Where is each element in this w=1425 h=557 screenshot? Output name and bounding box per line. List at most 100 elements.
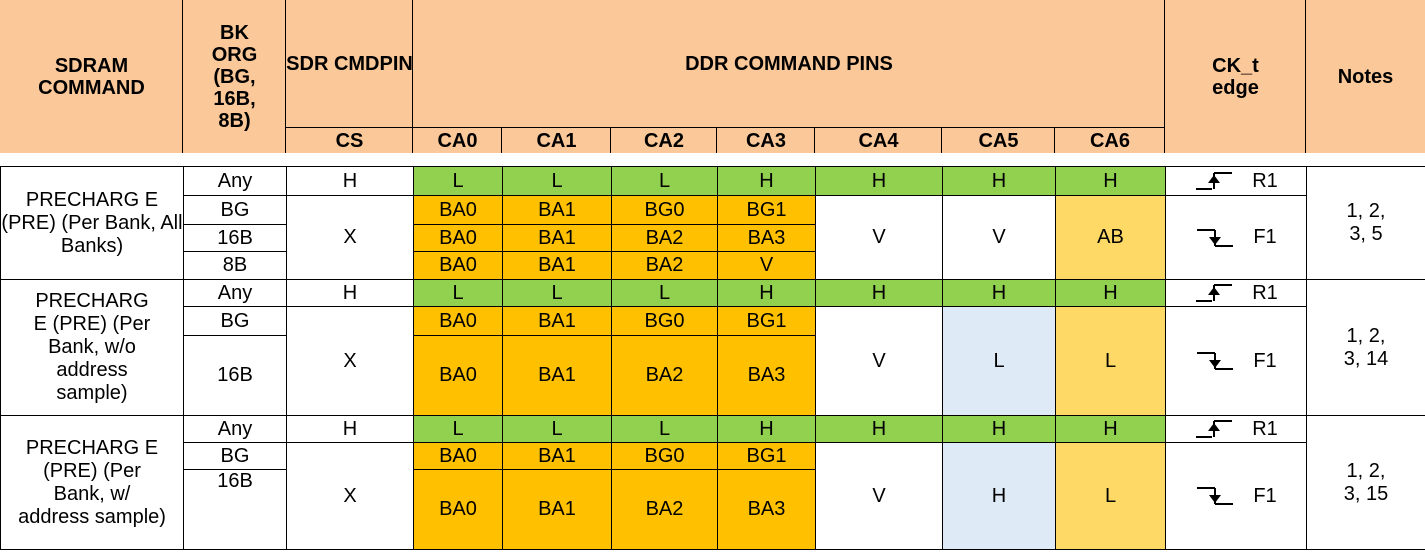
ck-edge-fall-cell: F1 — [1165, 195, 1307, 280]
ca-cell: BA1 — [502, 442, 612, 470]
bk-org-cell: 16B — [183, 335, 287, 416]
ca-cell: H — [942, 442, 1056, 550]
ca-cell: L — [611, 415, 718, 443]
edge-label: F1 — [1253, 484, 1277, 507]
cs-cell: X — [286, 195, 414, 280]
header-ca5: CA5 — [978, 129, 1019, 152]
header-ca0: CA0 — [437, 129, 478, 152]
edge-label: R1 — [1252, 417, 1278, 440]
ca-cell: BG0 — [611, 306, 718, 336]
ca-cell: V — [717, 251, 816, 280]
bk-org-cell: Any — [183, 166, 287, 196]
ca-cell: H — [717, 415, 816, 443]
header-ca3: CA3 — [745, 129, 786, 152]
ca-cell: H — [942, 415, 1056, 443]
table-row: 16B BA0 BA1 BA2 BA3 — [1, 469, 1425, 550]
rising-edge-icon — [1194, 284, 1234, 302]
ca-cell: BG0 — [611, 195, 718, 225]
ca-cell: L — [413, 279, 503, 307]
header-cs: CS — [335, 129, 364, 152]
ca-cell: L — [1055, 442, 1166, 550]
ca-cell: BG1 — [717, 442, 816, 470]
bk-org-cell: 8B — [183, 251, 287, 280]
bk-org-cell: BG — [183, 195, 287, 225]
table-row: BG X BA0 BA1 BG0 BG1 V V AB F1 — [1, 195, 1425, 280]
cs-cell: X — [286, 442, 414, 550]
falling-edge-icon — [1195, 487, 1235, 505]
header-ck-edge: CK_t edge — [1212, 54, 1259, 99]
table-header: SDRAM COMMAND BK ORG (BG, 16B, 8B) SDR C… — [0, 0, 1425, 153]
header-ca6: CA6 — [1089, 129, 1130, 152]
bk-org-cell: Any — [183, 415, 287, 443]
falling-edge-icon — [1195, 228, 1235, 247]
ca-cell: BA0 — [413, 224, 503, 252]
bk-org-cell: BG — [183, 442, 287, 470]
ca-cell: BA1 — [502, 195, 612, 225]
ca-cell: L — [502, 279, 612, 307]
edge-label: R1 — [1252, 169, 1278, 192]
bk-org-cell: Any — [183, 279, 287, 307]
header-ca4: CA4 — [858, 129, 899, 152]
edge-label: F1 — [1253, 349, 1277, 372]
table-row: PRECHARG E (PRE) (Per Bank, All Banks) A… — [0, 166, 1425, 280]
ca-cell: H — [942, 279, 1056, 307]
ca-cell: L — [611, 279, 718, 307]
table-row: 8B BA0 BA1 BA2 V — [1, 251, 1425, 280]
cs-cell: H — [286, 279, 414, 307]
ca-cell: L — [502, 166, 612, 196]
header-sdram-command: SDRAM COMMAND — [38, 54, 145, 99]
ca-cell: H — [815, 279, 943, 307]
ca-cell: BA1 — [502, 251, 612, 280]
ca-cell: BA2 — [611, 335, 718, 416]
ca-cell: H — [942, 166, 1056, 196]
ca-cell: H — [815, 166, 943, 196]
ck-edge-rise-cell: R1 — [1165, 166, 1307, 196]
notes-cell: 1, 2, 3, 5 — [1306, 166, 1425, 280]
ca-cell: L — [413, 415, 503, 443]
rising-edge-icon — [1194, 420, 1234, 438]
ca-cell: BG0 — [611, 442, 718, 470]
ca-cell: BA0 — [413, 469, 503, 550]
ca-cell: L — [1055, 306, 1166, 416]
ca-cell: BA1 — [502, 335, 612, 416]
ca-cell: BA3 — [717, 335, 816, 416]
ca-cell: V — [815, 195, 943, 280]
header-notes: Notes — [1337, 65, 1394, 88]
header-bk-org: BK ORG (BG, 16B, 8B) — [211, 21, 258, 132]
table-row: PRECHARG E (PRE) (Per Bank, w/o address … — [0, 279, 1425, 416]
table-row: 16B BA0 BA1 BA2 BA3 — [1, 224, 1425, 252]
bk-org-cell: 16B — [183, 224, 287, 252]
ca-cell: BA0 — [413, 335, 503, 416]
ca-cell: BA0 — [413, 195, 503, 225]
command-cell: PRECHARG E (PRE) (Per Bank, w/o address … — [0, 279, 184, 416]
ca-cell: BA3 — [717, 469, 816, 550]
header-ca2: CA2 — [643, 129, 684, 152]
ca-cell: BA2 — [611, 469, 718, 550]
ck-edge-rise-cell: R1 — [1165, 279, 1307, 307]
ck-edge-rise-cell: R1 — [1165, 415, 1307, 443]
ca-cell: BA2 — [611, 251, 718, 280]
header-ca1: CA1 — [536, 129, 577, 152]
ck-edge-fall-cell: F1 — [1165, 306, 1307, 416]
falling-edge-icon — [1195, 352, 1235, 370]
ca-cell: H — [1055, 415, 1166, 443]
notes-cell: 1, 2, 3, 15 — [1306, 415, 1425, 550]
ca-cell: L — [502, 415, 612, 443]
command-table: PRECHARG E (PRE) (Per Bank, All Banks) A… — [0, 166, 1425, 550]
edge-label: F1 — [1253, 226, 1277, 248]
ca-cell: BA1 — [502, 224, 612, 252]
ca-cell: BA2 — [611, 224, 718, 252]
ca-cell: BA0 — [413, 306, 503, 336]
ca-cell: BG1 — [717, 195, 816, 225]
ca-cell: L — [611, 166, 718, 196]
ck-edge-fall-cell: F1 — [1165, 442, 1307, 550]
ca-cell: BA0 — [413, 251, 503, 280]
cs-cell: H — [286, 415, 414, 443]
ca-cell: L — [413, 166, 503, 196]
header-sdr-cmdpin: SDR CMDPIN — [286, 53, 413, 75]
ca-cell: H — [1055, 166, 1166, 196]
ca-cell: BG1 — [717, 306, 816, 336]
table-row: BG X BA0 BA1 BG0 BG1 V H L F1 — [1, 442, 1425, 550]
cs-cell: H — [286, 166, 414, 196]
ca-cell: V — [815, 442, 943, 550]
